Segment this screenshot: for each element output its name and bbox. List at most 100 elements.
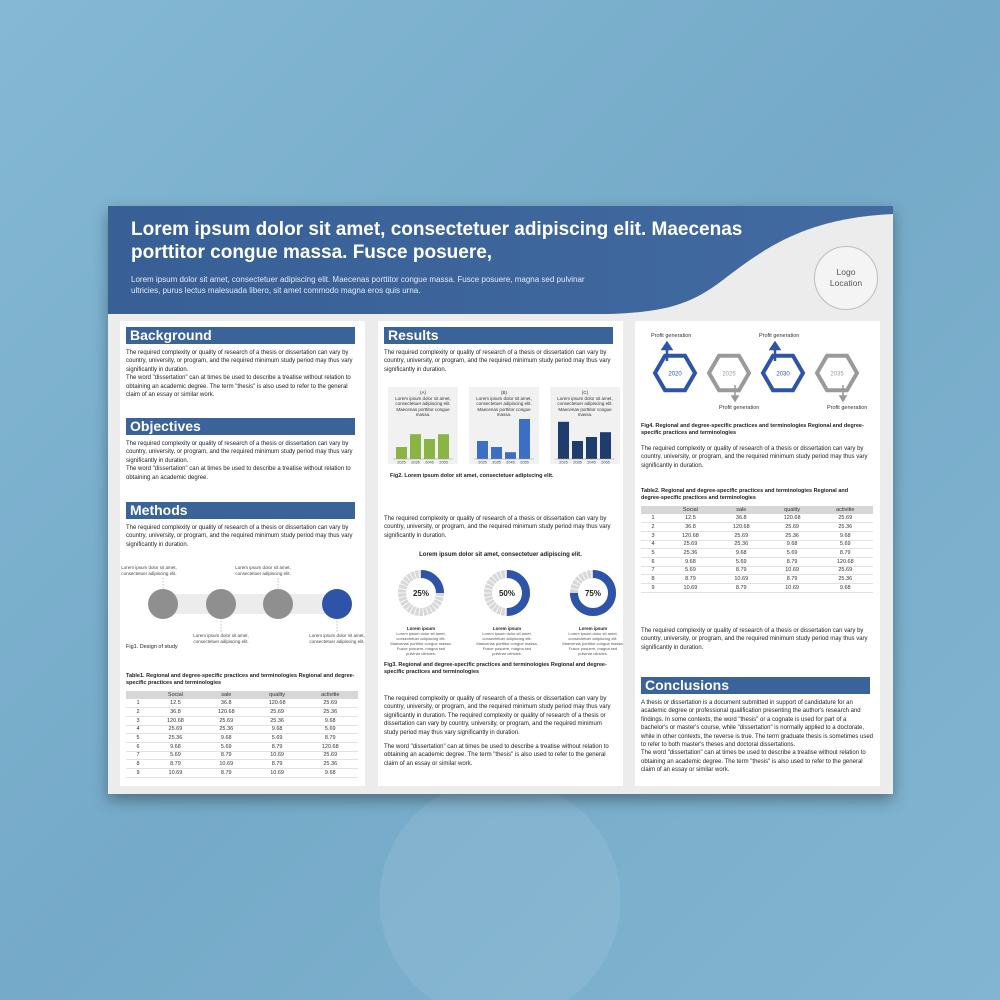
table-cell: 3 [641,531,665,541]
tick-label: 2035 [411,461,419,465]
donut-label: 75% [585,589,601,598]
table-cell: 120.68 [715,522,767,532]
table-row: 7 5.69 8.79 10.69 25.69 [126,751,358,761]
tick-label: 2035 [573,461,581,465]
table-cell: 25.69 [715,531,767,541]
tick-label: 2055 [520,461,528,465]
fig1-caption: Fig1. Design of study [126,644,178,650]
donut-title: Lorem ipsum dolor sit amet, consectetuer… [419,552,582,558]
table-cell: 8.79 [817,548,873,558]
table-cell: 36.8 [150,707,201,717]
right-text-1: The required complexity or quality of re… [641,446,868,469]
section-title-conclusions: Conclusions [641,677,870,694]
table-cell: 10.69 [200,759,252,769]
fig3-caption: Fig3. Regional and degree-specific pract… [384,662,607,675]
table-cell: 9.68 [251,725,303,735]
step-label-2: Lorem ipsum dolor sit amet, consectetuer… [193,633,249,644]
table-cell: 5.69 [766,548,818,558]
logo-placeholder: Logo Location [814,246,878,310]
column-right: 2020 2025 2030 2035 Profit generation Profit… [635,321,880,786]
table-cell: 25.69 [302,751,358,761]
timeline-label: Profit generation [719,405,760,411]
table-cell: 9.68 [665,557,716,567]
table-cell: 8.79 [766,557,818,567]
table2-header-cell [641,506,665,514]
table-cell: 10.69 [715,574,767,584]
arrow-down-icon [838,385,848,403]
donut-desc: Lorem ipsum dolor sit amet, consectetuer… [476,631,538,656]
section-title-methods: Methods [126,502,355,519]
table-row: 6 9.68 5.69 8.79 120.68 [641,557,873,567]
table-cell: 8.79 [251,742,303,752]
table-cell: 5.69 [302,725,358,735]
bar [558,421,569,459]
table-cell: 25.36 [150,733,201,743]
step-label-1: Lorem ipsum dolor sit amet, consectetuer… [121,565,177,576]
table-row: 9 10.69 8.79 10.69 9.68 [126,768,358,778]
table-cell: 7 [641,566,665,576]
table-cell: 10.69 [251,751,303,761]
donut-desc: Lorem ipsum dolor sit amet, consectetuer… [562,631,624,656]
table-cell: 4 [126,725,150,735]
table-cell: 2 [126,707,150,717]
donut-arc [484,570,530,616]
table-cell: 36.8 [200,699,252,709]
table-cell: 5 [641,548,665,558]
table-cell: 8.79 [200,768,252,778]
table-row: 6 9.68 5.69 8.79 120.68 [126,742,358,752]
conclusions-text: A thesis or dissertation is a document s… [641,700,873,774]
timeline-label: Profit generation [651,333,692,339]
timeline-hexagons: 2020 2025 2030 2035 [652,340,860,403]
table-row: 3 120.68 25.69 25.36 9.68 [126,716,358,726]
table-cell: 25.69 [817,566,873,576]
table-cell: 25.69 [200,716,252,726]
fig2-caption: Fig2. Lorem ipsum dolor sit amet, consec… [390,473,554,479]
timeline-year: 2030 [776,372,790,378]
bar [491,447,502,459]
poster-header: Lorem ipsum dolor sit amet, consectetuer… [108,206,893,314]
tick-label: 2045 [587,461,595,465]
table2-caption: Table2. Regional and degree-specific pra… [641,488,849,501]
table-cell: 1 [126,699,150,709]
results-text-4: The word "dissertation" can at times be … [384,744,609,767]
table-cell: 8.79 [766,574,818,584]
donut-label: 25% [413,589,429,598]
study-design-steps [148,578,352,632]
table1-header-cell [126,691,150,699]
table2-header-cell: activitie [817,506,873,514]
table-row: 2 36.8 120.68 25.69 25.36 [641,522,873,532]
table-cell: 9.68 [200,733,252,743]
table-cell: 25.36 [817,574,873,584]
timeline-hexagon [760,353,806,393]
section-title-objectives: Objectives [126,418,355,435]
table-cell: 9.68 [766,540,818,550]
table-cell: 5.69 [715,557,767,567]
table-cell: 25.36 [251,716,303,726]
table-cell: 9.68 [302,716,358,726]
timeline-hexagon [706,353,752,393]
tick-label: 2055 [439,461,447,465]
bar [586,437,597,459]
timeline-year: 2035 [830,372,844,378]
bar [410,434,421,459]
table-cell: 8.79 [302,733,358,743]
table-cell: 120.68 [251,699,303,709]
bar [438,434,449,459]
bar [519,419,530,459]
timeline-year: 2020 [668,372,682,378]
bar [505,452,516,459]
table-cell: 25.69 [251,707,303,717]
bar [572,441,583,459]
header-wave [108,206,893,314]
bar [396,447,407,459]
results-text-2: The required complexity or quality of re… [384,516,611,539]
table1-header-cell: activitie [302,691,358,699]
table-cell: 25.69 [665,540,716,550]
fig4-caption: Fig4. Regional and degree-specific pract… [641,423,864,436]
table-row: 5 25.36 9.68 5.69 8.79 [641,548,873,558]
table-cell: 5 [126,733,150,743]
poster-subtitle: Lorem ipsum dolor sit amet, consectetuer… [131,275,585,295]
table-cell: 9 [126,768,150,778]
section-title-results: Results [384,327,613,344]
table-cell: 10.69 [766,566,818,576]
